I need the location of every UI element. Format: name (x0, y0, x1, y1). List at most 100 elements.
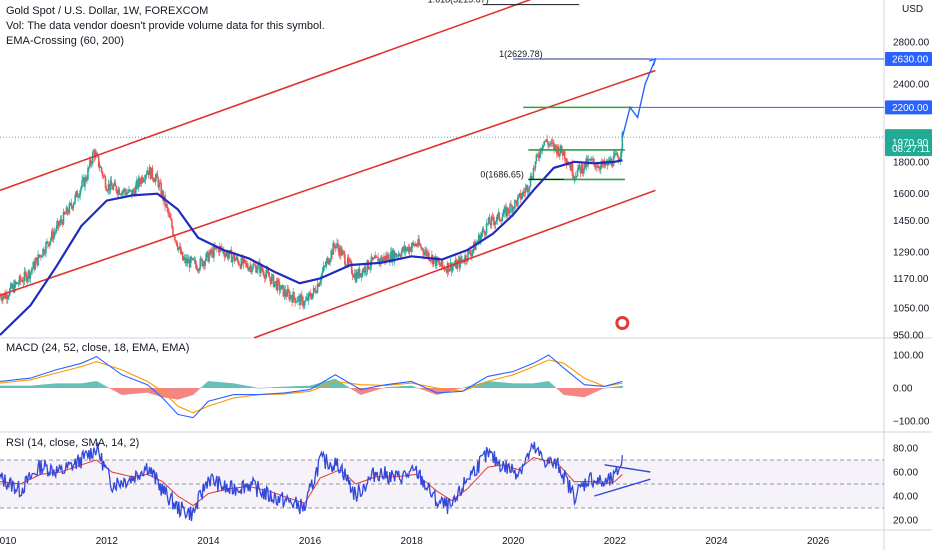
candle-body (281, 285, 284, 287)
price-tick-label: 1450.00 (893, 216, 930, 227)
macd-histogram-bar (401, 386, 404, 388)
macd-histogram-bar (76, 383, 78, 388)
price-pane[interactable]: 1.618(3213.67) 1(2629.78) 0(1686.65) (0, 0, 884, 339)
candle-body (23, 271, 26, 281)
macd-histogram-bar (151, 388, 154, 395)
macd-histogram-bar (59, 383, 62, 388)
macd-histogram-bar (172, 388, 174, 399)
macd-histogram-bar (442, 388, 445, 394)
macd-histogram-bar (272, 387, 275, 388)
candle-body (134, 190, 136, 196)
macd-histogram-bar (421, 388, 423, 390)
macd-histogram-bar (301, 385, 303, 388)
macd-histogram-bar (488, 381, 491, 388)
candle-body (253, 264, 255, 266)
rsi-pane[interactable] (0, 441, 884, 522)
candle-body (500, 220, 503, 222)
candle-body (250, 265, 252, 273)
macd-histogram-bar (419, 388, 421, 389)
candle-body (289, 294, 291, 300)
projection-path[interactable] (621, 58, 657, 138)
macd-histogram-bar (144, 388, 147, 393)
macd-histogram-bar (44, 384, 46, 388)
candle-body (483, 231, 486, 235)
macd-histogram-bar (130, 388, 132, 395)
macd-histogram-bar (157, 388, 160, 396)
currency-label[interactable]: USD (902, 4, 924, 15)
price-tag-2630-bg[interactable] (885, 51, 932, 66)
macd-histogram-bar (117, 388, 120, 393)
candle-body (511, 205, 513, 213)
candle-body (446, 262, 449, 273)
candle-body (328, 262, 331, 265)
candle-body (427, 252, 429, 256)
macd-histogram-bar (400, 386, 403, 388)
trend-channel-line[interactable] (0, 0, 559, 192)
candle-body (41, 256, 43, 258)
macd-histogram-bar (26, 385, 29, 388)
price-tag-2200-bg[interactable] (885, 100, 932, 115)
candle-body (597, 165, 599, 168)
candle-body (407, 247, 410, 253)
candle-body (488, 217, 491, 224)
candle-body (343, 251, 345, 255)
macd-histogram-bar (446, 388, 449, 393)
candle-body (476, 241, 479, 243)
macd-histogram-bar (305, 385, 308, 388)
macd-histogram-bar (302, 385, 304, 388)
macd-histogram-bar (191, 388, 194, 396)
candle-body (90, 159, 92, 164)
macd-histogram-bar (555, 387, 557, 389)
macd-histogram-bar (115, 388, 118, 392)
macd-histogram-bar (576, 388, 579, 397)
candle-body (0, 295, 2, 299)
macd-pane[interactable] (0, 354, 624, 419)
candle-body (175, 240, 177, 241)
candle-body (580, 164, 583, 174)
candle-body (373, 258, 375, 259)
candle-body (11, 284, 14, 289)
candle-body (283, 289, 286, 297)
time-axis[interactable]: 2010 2012 2014 2016 2018 2020 2022 2024 2026 (0, 536, 830, 547)
candle-body (345, 264, 347, 266)
macd-histogram-bar (517, 383, 519, 388)
candle-body (435, 257, 438, 266)
rsi-triangle-upper[interactable] (604, 464, 651, 473)
candle-body (484, 233, 487, 235)
rsi-line (0, 441, 624, 522)
macd-histogram-bar (43, 384, 45, 388)
candle-body (140, 177, 143, 184)
candle-body (162, 191, 164, 201)
candle-body (196, 269, 199, 271)
candle-body (159, 182, 162, 184)
macd-histogram-bar (217, 381, 219, 388)
candle-body (18, 276, 21, 284)
candle-body (32, 262, 35, 269)
candle-body (1, 298, 3, 301)
time-tick-label: 2010 (0, 536, 17, 547)
candle-body (513, 206, 515, 209)
macd-histogram-bar (71, 383, 74, 388)
price-tag-last-bg[interactable] (885, 129, 932, 157)
macd-histogram-bar (404, 386, 407, 388)
candle-body (326, 258, 329, 261)
macd-histogram-bar (102, 384, 105, 388)
macd-histogram-bar (82, 383, 84, 388)
candle-body (464, 255, 466, 263)
price-axis[interactable]: 950.00 1050.00 1170.00 1290.00 1450.00 1600.0… (885, 38, 932, 527)
candle-body (594, 163, 596, 168)
trend-channel-line[interactable] (253, 189, 656, 339)
candle-body (364, 266, 367, 273)
candle-body (461, 259, 463, 261)
rsi-triangle-lower[interactable] (594, 478, 651, 497)
candle-body (267, 271, 270, 277)
macd-histogram-bar (505, 382, 507, 388)
macd-histogram-bar (0, 385, 2, 388)
macd-histogram-bar (407, 385, 410, 388)
candle-body (169, 213, 171, 219)
macd-histogram-bar (546, 381, 548, 388)
macd-histogram-bar (34, 385, 36, 388)
candle-body (577, 164, 580, 171)
